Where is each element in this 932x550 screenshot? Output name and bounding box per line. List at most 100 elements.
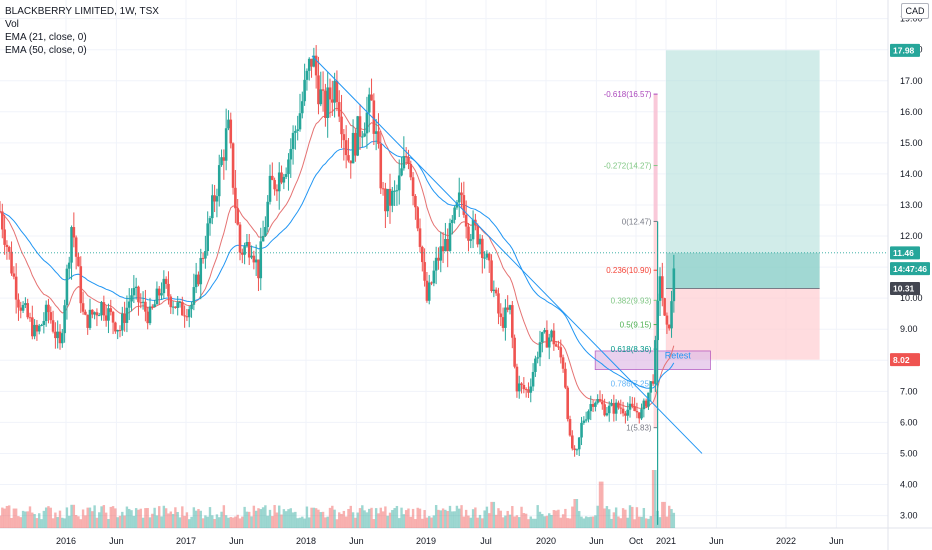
volume-bar — [326, 516, 329, 528]
volume-bar — [425, 517, 429, 528]
volume-bar — [407, 508, 410, 528]
candle-body — [381, 188, 385, 190]
candle-body — [485, 253, 489, 258]
volume-bar — [178, 517, 182, 528]
candle-body — [312, 55, 316, 67]
candle-body — [234, 187, 237, 209]
y-tick-label: 13.00 — [900, 200, 923, 210]
fib-level-label: 0.786(7.25) — [611, 380, 652, 389]
candle-body — [612, 403, 616, 414]
candle-body — [164, 278, 168, 284]
ema21-indicator-label[interactable]: EMA (21, close, 0) — [5, 32, 87, 43]
volume-bar — [628, 505, 632, 528]
candle-body — [132, 288, 136, 296]
retest-box — [594, 350, 711, 370]
volume-bar — [317, 509, 320, 528]
candle-body — [236, 208, 239, 225]
volume-bar — [478, 514, 482, 528]
x-tick-label: 2016 — [56, 536, 76, 546]
candle-body — [44, 304, 48, 322]
volume-bar — [42, 510, 46, 528]
volume-bar — [633, 519, 636, 528]
candle-body — [481, 238, 484, 259]
candle-body — [614, 402, 618, 414]
candle-body — [215, 196, 219, 202]
volume-bar — [104, 512, 108, 528]
volume-bar — [98, 512, 101, 528]
candle-body — [430, 282, 433, 284]
candle-body — [554, 344, 558, 347]
volume-bar — [81, 509, 85, 528]
volume-bar — [248, 511, 251, 528]
volume-bar — [340, 513, 343, 528]
volume-bar — [596, 505, 599, 528]
volume-bar — [619, 518, 622, 528]
volume-bar — [515, 515, 519, 528]
candle-body — [642, 400, 646, 410]
candle-body — [617, 402, 620, 408]
volume-indicator-label[interactable]: Vol — [5, 19, 19, 30]
candle-body — [469, 239, 473, 241]
volume-bar — [524, 513, 528, 528]
candle-body — [201, 257, 205, 259]
candle-body — [397, 175, 401, 191]
volume-bar — [68, 515, 71, 528]
volume-bar — [451, 511, 454, 528]
candle-body — [337, 102, 341, 117]
volume-bar — [301, 516, 304, 528]
volume-bar — [504, 515, 507, 528]
candle-body — [19, 307, 23, 311]
candle-body — [377, 131, 380, 144]
candle-body — [167, 283, 170, 297]
volume-bar — [393, 508, 396, 528]
volume-bar — [518, 517, 521, 528]
candle-body — [351, 132, 355, 164]
candle-body — [280, 172, 283, 183]
volume-bar — [446, 511, 449, 528]
candle-body — [319, 89, 323, 105]
volume-bar — [155, 515, 159, 528]
volume-bar — [603, 508, 606, 528]
volume-bar — [24, 511, 27, 528]
candle-body — [229, 119, 233, 144]
candle-body — [79, 266, 83, 304]
candle-body — [109, 308, 113, 312]
volume-bar — [356, 512, 359, 528]
volume-bar — [462, 516, 466, 528]
candle-body — [543, 330, 546, 333]
candle-body — [566, 387, 569, 420]
candle-body — [171, 306, 175, 308]
volume-bar — [1, 507, 4, 528]
x-tick-label: Jun — [109, 536, 124, 546]
candle-body — [213, 195, 216, 202]
candle-body — [211, 195, 214, 219]
candle-body — [224, 128, 228, 161]
volume-bar — [47, 506, 50, 528]
candle-body — [252, 255, 256, 263]
volume-bar — [287, 509, 290, 528]
volume-bar — [654, 470, 657, 528]
volume-bar — [460, 505, 463, 528]
symbol-title[interactable]: BLACKBERRY LIMITED, 1W, TSX — [5, 6, 159, 17]
candle-body — [61, 333, 64, 344]
y-tick-label: 3.00 — [900, 511, 918, 521]
volume-bar — [497, 508, 500, 528]
volume-bar — [458, 508, 461, 528]
volume-bar — [370, 507, 373, 528]
volume-bar — [550, 514, 553, 528]
volume-bar — [70, 504, 73, 528]
candle-body — [358, 116, 362, 137]
volume-bar — [354, 517, 357, 528]
volume-bar — [146, 508, 149, 528]
currency-button[interactable]: CAD — [901, 3, 929, 19]
candle-body — [148, 306, 152, 324]
ema50-indicator-label[interactable]: EMA (50, close, 0) — [5, 45, 87, 56]
candle-body — [153, 304, 156, 308]
volume-bar — [236, 514, 239, 528]
volume-bar — [531, 518, 535, 528]
volume-bar — [400, 507, 403, 528]
candle-body — [307, 58, 311, 71]
candle-body — [587, 411, 590, 420]
candle-body — [637, 412, 641, 419]
